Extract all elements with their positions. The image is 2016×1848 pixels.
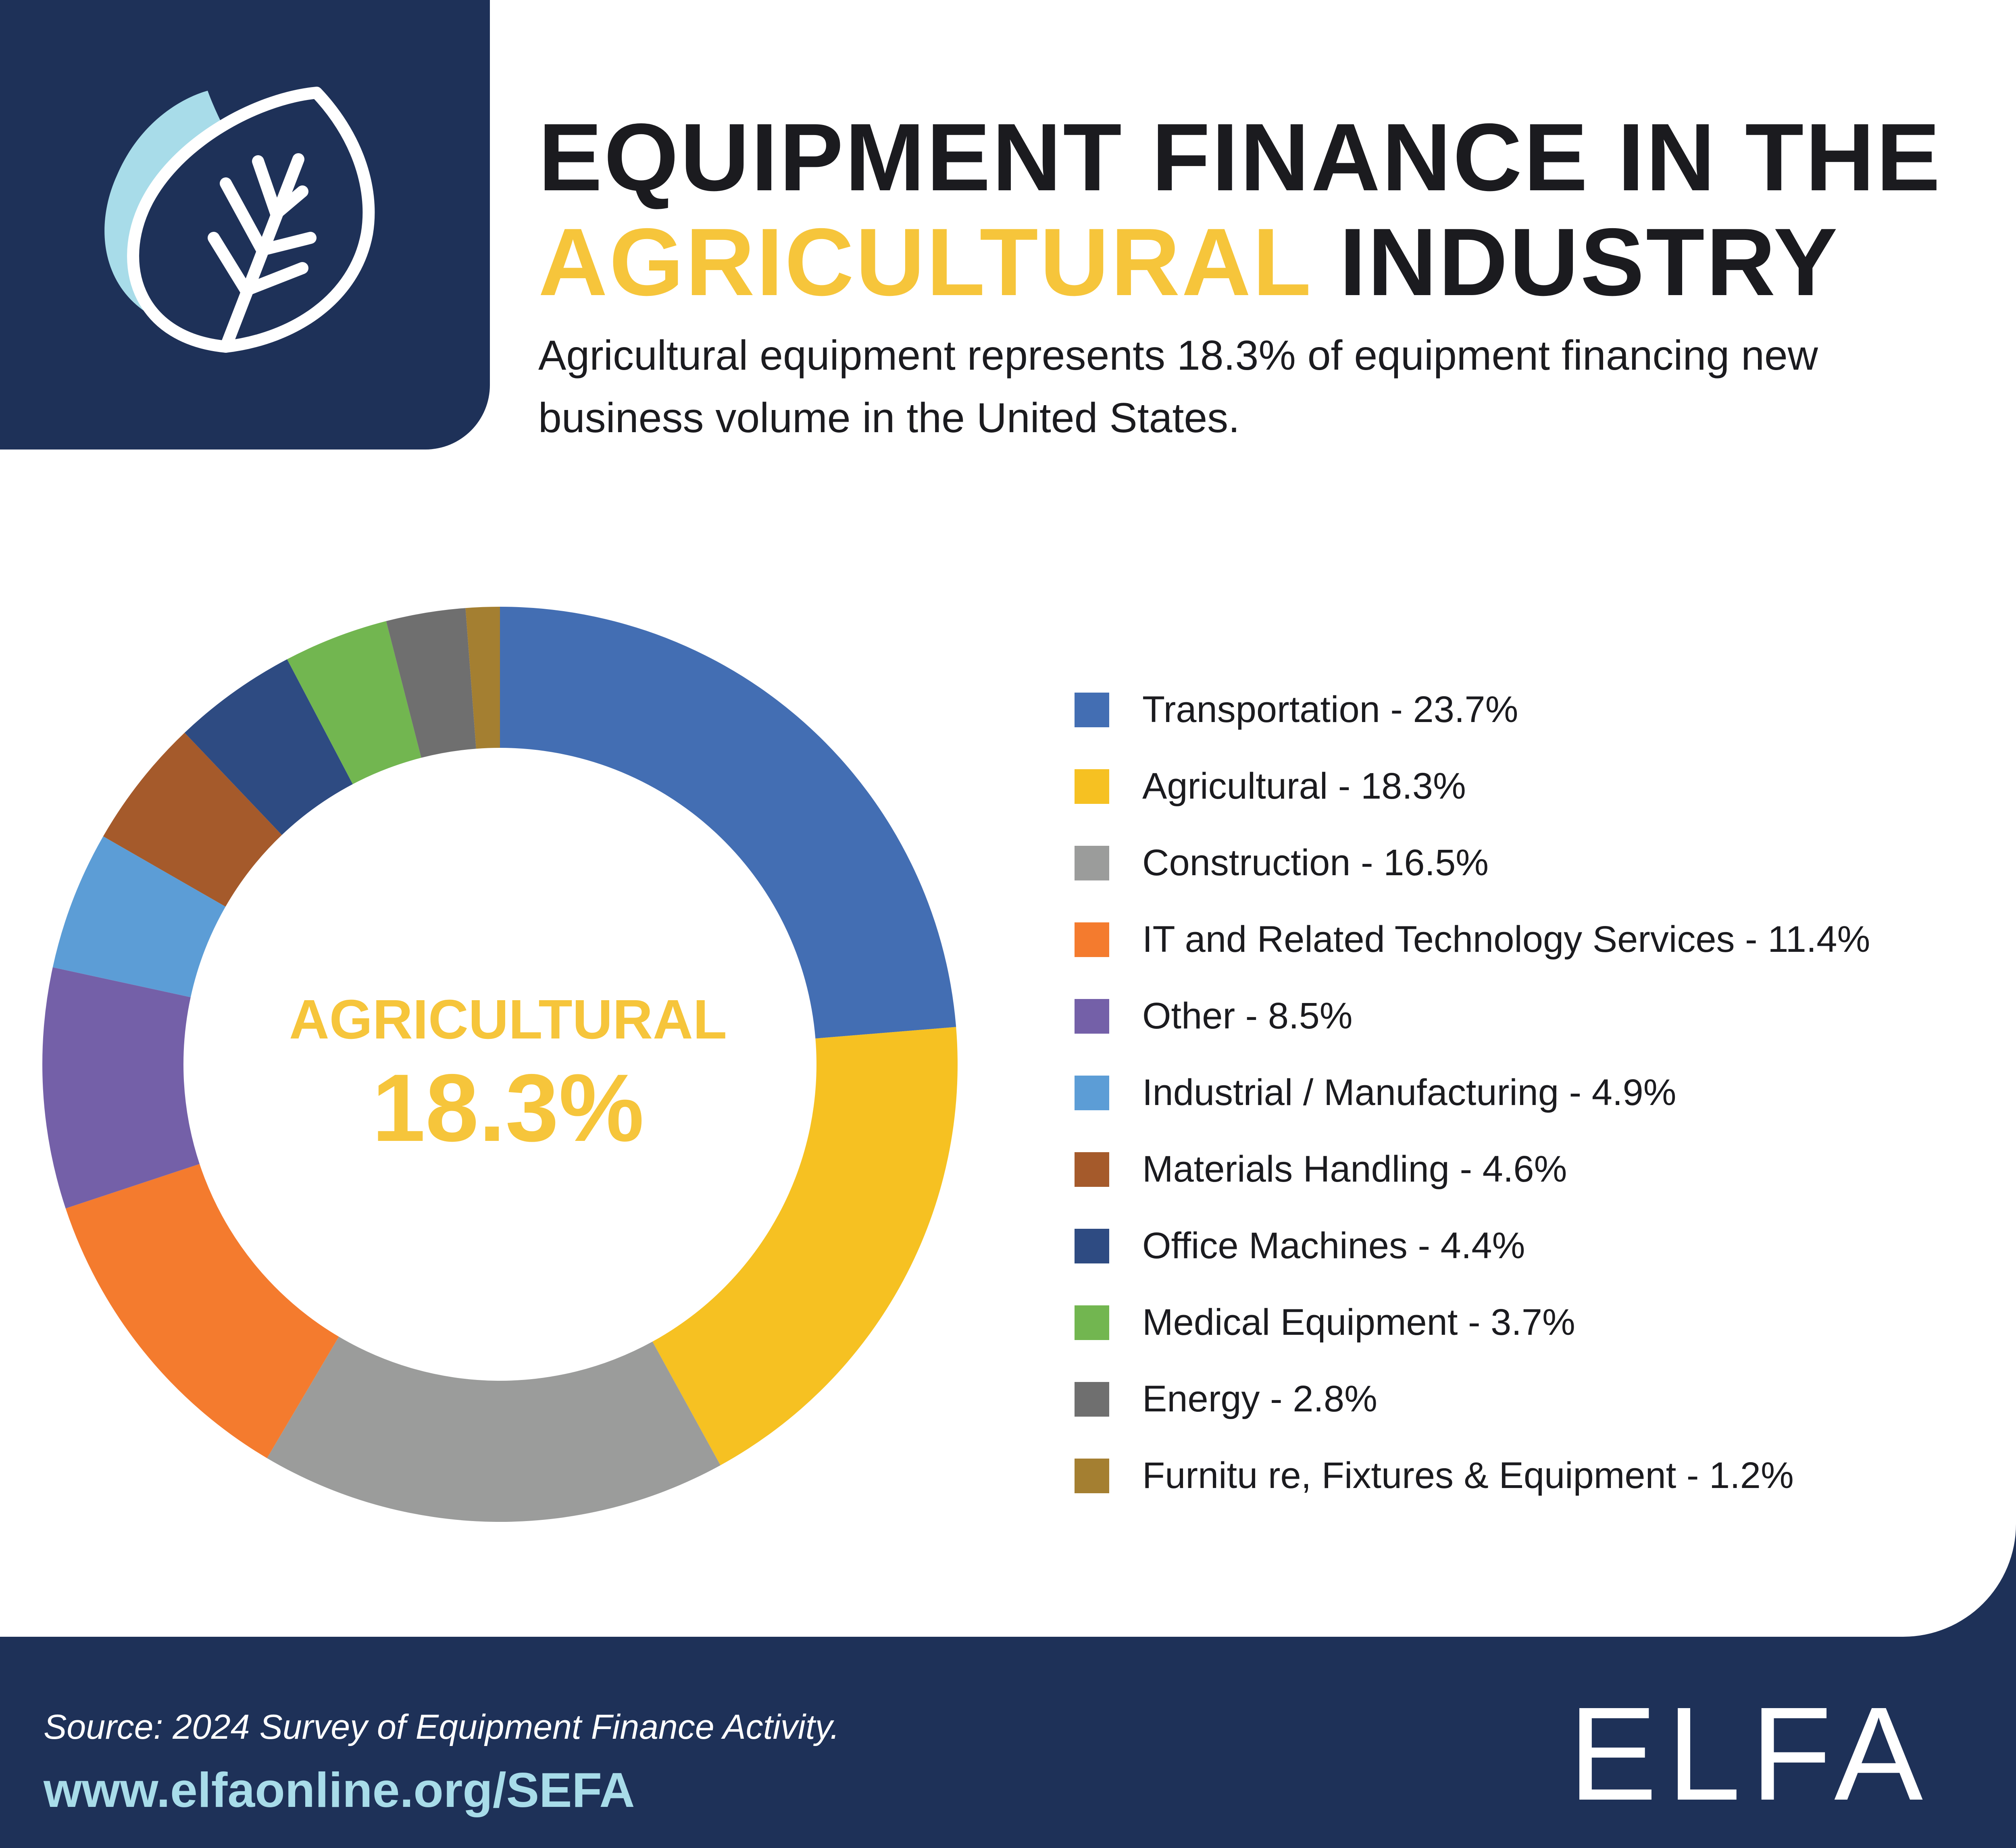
- legend-label: Furnitu re, Fixtures & Equipment - 1.2%: [1142, 1455, 1794, 1496]
- source-link[interactable]: www.elfaonline.org/SEFA: [44, 1763, 635, 1817]
- legend-label: Transportation - 23.7%: [1142, 689, 1518, 730]
- legend-label: Construction - 16.5%: [1142, 842, 1489, 883]
- legend-swatch: [1075, 1305, 1109, 1340]
- legend-label: Office Machines - 4.4%: [1142, 1225, 1525, 1266]
- source-note: Source: 2024 Survey of Equipment Finance…: [44, 1708, 840, 1746]
- donut-slice-6: [103, 733, 282, 907]
- donut-slice-2: [267, 1336, 721, 1522]
- leaf-vein-icon: [208, 153, 317, 353]
- donut-slices: [42, 607, 958, 1522]
- legend-swatch: [1075, 922, 1109, 957]
- legend-swatch: [1075, 1229, 1109, 1263]
- elfa-logo: ELFA: [1568, 1679, 1933, 1828]
- leaf-icon: [104, 87, 375, 353]
- donut-slice-10: [465, 607, 500, 749]
- legend-swatch: [1075, 1382, 1109, 1417]
- legend-label: Agricultural - 18.3%: [1142, 766, 1466, 807]
- legend-label: Industrial / Manufacturing - 4.9%: [1142, 1072, 1677, 1113]
- legend-swatch: [1075, 1152, 1109, 1187]
- donut-chart: [42, 607, 958, 1522]
- legend-swatch: [1075, 769, 1109, 804]
- donut-slice-9: [386, 608, 476, 758]
- legend-label: Other - 8.5%: [1142, 995, 1353, 1036]
- donut-slice-7: [184, 659, 353, 835]
- page-title-line2: AGRICULTURAL INDUSTRY: [538, 214, 1839, 310]
- logo-tile: [0, 0, 490, 450]
- legend-label: IT and Related Technology Services - 11.…: [1142, 919, 1870, 960]
- donut-slice-5: [52, 836, 226, 997]
- donut-slice-8: [287, 621, 421, 785]
- legend-swatch: [1075, 1459, 1109, 1493]
- legend-swatch: [1075, 846, 1109, 880]
- chart-center-label: AGRICULTURAL: [289, 989, 727, 1051]
- donut-slice-3: [65, 1164, 339, 1458]
- donut-slice-1: [652, 1027, 958, 1465]
- title-accent: AGRICULTURAL: [538, 209, 1311, 316]
- legend-label: Materials Handling - 4.6%: [1142, 1149, 1567, 1190]
- legend-swatch: [1075, 999, 1109, 1034]
- page-title-line1: EQUIPMENT FINANCE IN THE: [538, 104, 1942, 211]
- subtitle: Agricultural equipment represents 18.3% …: [538, 332, 1818, 441]
- title-rest: INDUSTRY: [1339, 209, 1839, 316]
- donut-slice-0: [500, 607, 956, 1038]
- legend-label: Energy - 2.8%: [1142, 1378, 1377, 1419]
- donut-slice-4: [42, 967, 200, 1209]
- chart-center-value: 18.3%: [372, 1055, 644, 1161]
- legend-swatch: [1075, 1076, 1109, 1110]
- legend-swatch: [1075, 693, 1109, 727]
- legend-label: Medical Equipment - 3.7%: [1142, 1302, 1575, 1343]
